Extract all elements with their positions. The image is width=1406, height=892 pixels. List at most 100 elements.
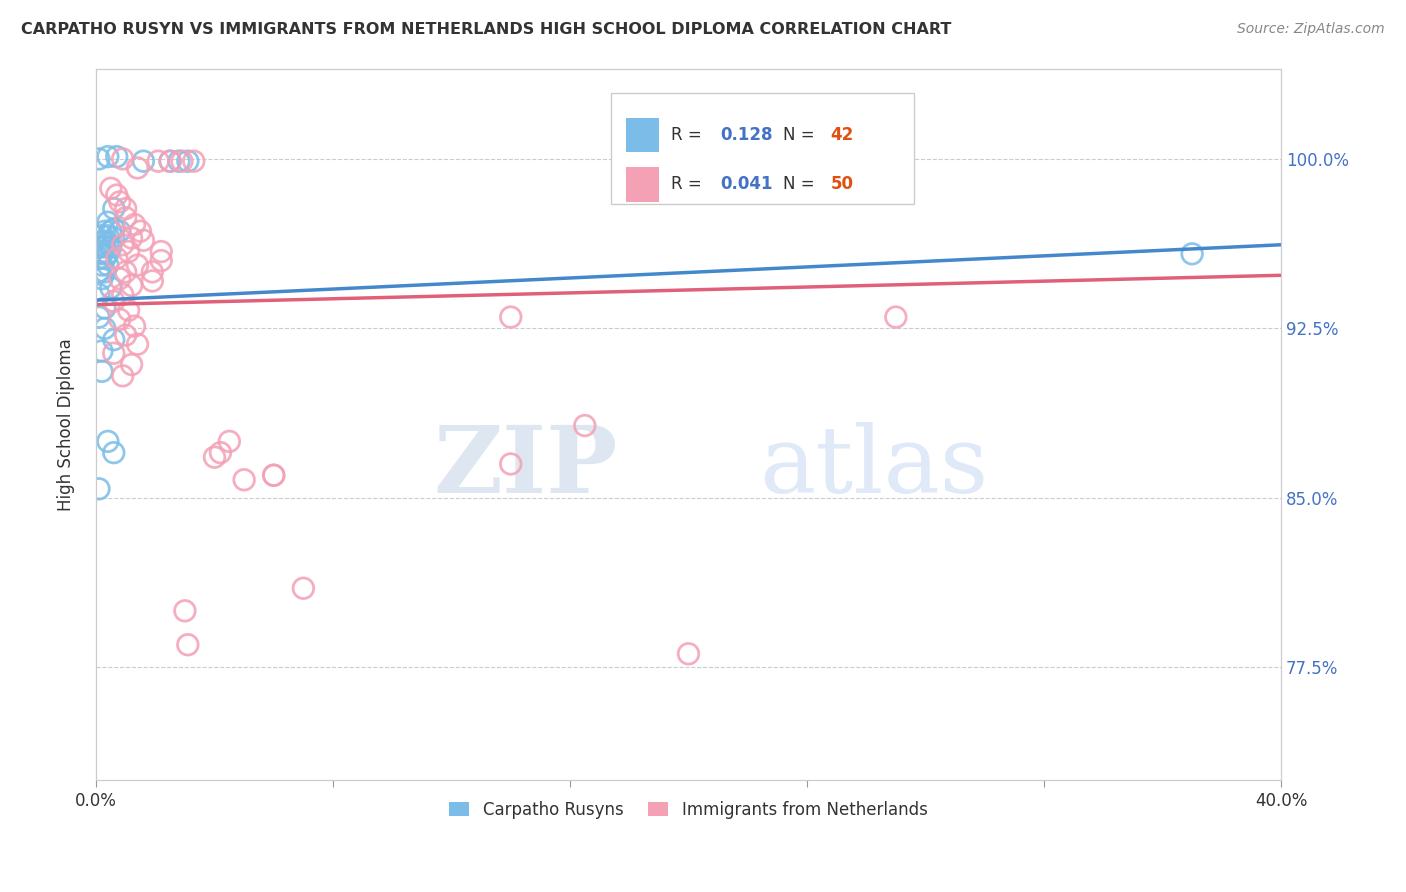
Text: N =: N = — [783, 176, 820, 194]
Point — [170, 154, 193, 169]
Point — [218, 434, 240, 449]
Point — [292, 581, 315, 595]
Point — [94, 252, 117, 266]
Point — [103, 333, 125, 347]
Point — [132, 154, 155, 169]
Point — [111, 287, 134, 301]
Point — [129, 224, 152, 238]
Point — [94, 224, 117, 238]
Point — [91, 235, 114, 250]
Point — [209, 445, 232, 459]
Text: R =: R = — [671, 176, 707, 194]
Point — [94, 240, 117, 254]
Point — [167, 154, 190, 169]
Point — [97, 215, 120, 229]
Point — [121, 231, 143, 245]
Point — [263, 468, 285, 483]
Point — [141, 265, 163, 279]
Point — [884, 310, 907, 324]
Point — [97, 235, 120, 250]
FancyBboxPatch shape — [612, 94, 914, 203]
Text: atlas: atlas — [759, 422, 988, 512]
Point — [177, 154, 200, 169]
Point — [87, 310, 110, 324]
Point — [100, 181, 122, 195]
Point — [100, 281, 122, 295]
Point — [108, 224, 131, 238]
Point — [678, 647, 700, 661]
Text: ZIP: ZIP — [433, 422, 617, 512]
Legend: Carpatho Rusyns, Immigrants from Netherlands: Carpatho Rusyns, Immigrants from Netherl… — [443, 794, 935, 825]
Point — [91, 247, 114, 261]
Point — [91, 343, 114, 358]
Point — [117, 244, 139, 259]
Point — [499, 457, 522, 471]
Point — [574, 418, 596, 433]
Point — [159, 154, 181, 169]
Point — [105, 252, 128, 266]
Point — [127, 161, 149, 175]
Point — [103, 445, 125, 459]
Point — [91, 228, 114, 243]
FancyBboxPatch shape — [626, 168, 659, 202]
Point — [150, 244, 173, 259]
Point — [87, 482, 110, 496]
Text: R =: R = — [671, 126, 707, 144]
Point — [97, 150, 120, 164]
Point — [103, 231, 125, 245]
Point — [1181, 247, 1204, 261]
Point — [103, 222, 125, 236]
Point — [100, 224, 122, 238]
Text: 0.128: 0.128 — [720, 126, 773, 144]
Point — [124, 319, 146, 334]
Text: 42: 42 — [831, 126, 853, 144]
Point — [233, 473, 256, 487]
Point — [94, 321, 117, 335]
Point — [94, 265, 117, 279]
FancyBboxPatch shape — [626, 118, 659, 152]
Point — [114, 328, 136, 343]
Point — [105, 150, 128, 164]
Point — [97, 247, 120, 261]
Point — [114, 202, 136, 216]
Text: Source: ZipAtlas.com: Source: ZipAtlas.com — [1237, 22, 1385, 37]
Point — [499, 310, 522, 324]
Point — [108, 312, 131, 326]
Point — [141, 274, 163, 288]
Point — [100, 240, 122, 254]
Point — [111, 237, 134, 252]
Point — [87, 240, 110, 254]
Point — [159, 154, 181, 169]
Point — [103, 202, 125, 216]
Point — [103, 346, 125, 360]
Point — [91, 258, 114, 272]
Point — [91, 271, 114, 285]
Point — [177, 638, 200, 652]
Text: N =: N = — [783, 126, 820, 144]
Point — [121, 278, 143, 293]
Point — [91, 364, 114, 378]
Point — [132, 233, 155, 247]
Point — [111, 368, 134, 383]
Point — [87, 252, 110, 266]
Point — [117, 303, 139, 318]
Point — [173, 604, 195, 618]
Y-axis label: High School Diploma: High School Diploma — [58, 338, 75, 511]
Point — [94, 301, 117, 315]
Point — [127, 337, 149, 351]
Point — [114, 211, 136, 225]
Point — [111, 152, 134, 166]
Point — [127, 258, 149, 272]
Point — [148, 154, 170, 169]
Point — [204, 450, 226, 465]
Point — [103, 294, 125, 309]
Point — [97, 258, 120, 272]
Point — [97, 434, 120, 449]
Point — [108, 194, 131, 209]
Text: 0.041: 0.041 — [720, 176, 773, 194]
Point — [183, 154, 205, 169]
Point — [124, 218, 146, 232]
Point — [114, 265, 136, 279]
Point — [87, 287, 110, 301]
Point — [87, 265, 110, 279]
